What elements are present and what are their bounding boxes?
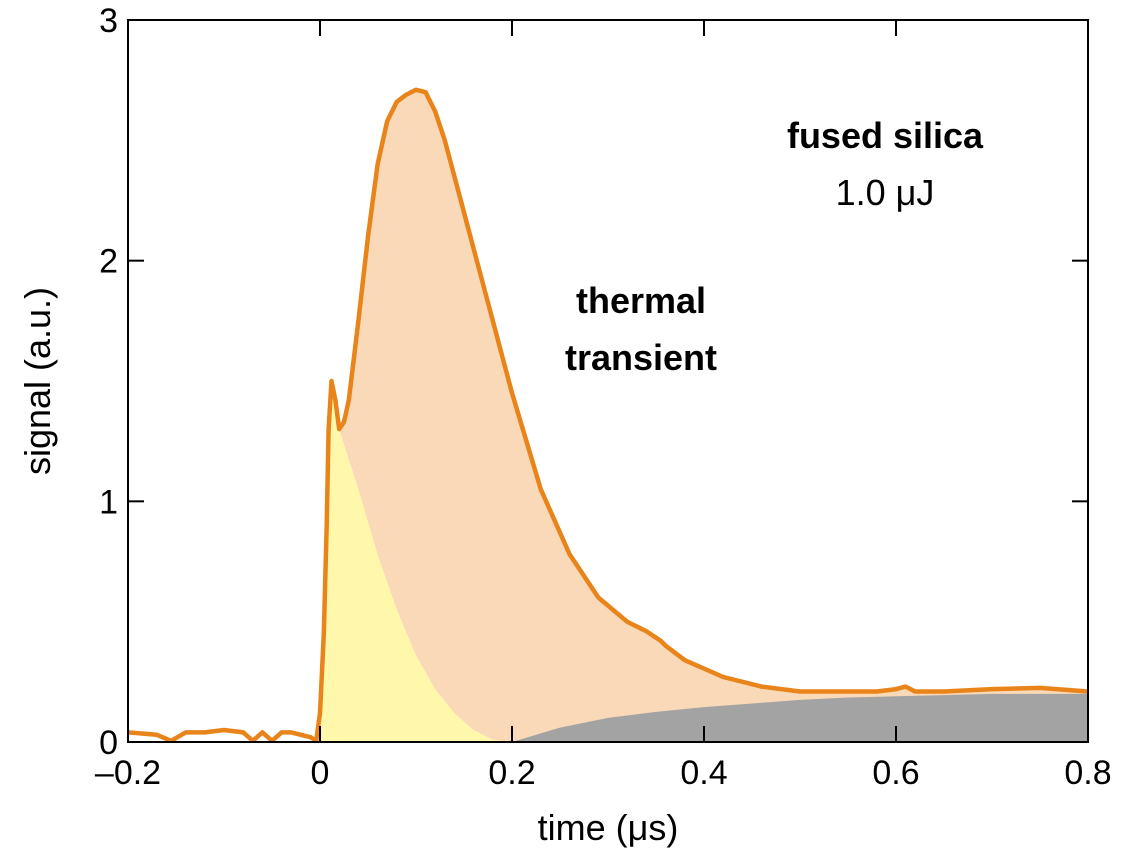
thermal-annotation-line1: thermal bbox=[576, 280, 706, 321]
y-tick-label: 0 bbox=[99, 724, 118, 762]
signal-line bbox=[128, 87, 1088, 742]
x-tick-label: 0.8 bbox=[1064, 754, 1111, 792]
thermal-transient-area bbox=[320, 89, 1088, 742]
axis-ticks bbox=[127, 19, 1089, 743]
x-tick-label: –0.2 bbox=[95, 754, 161, 792]
x-axis-title: time (μs) bbox=[538, 807, 679, 848]
x-tick-label: 0.6 bbox=[872, 754, 919, 792]
x-tick-label: 0.4 bbox=[680, 754, 727, 792]
energy-annotation: 1.0 μJ bbox=[836, 172, 935, 213]
y-tick-label: 1 bbox=[99, 483, 118, 521]
x-tick-label: 0.2 bbox=[488, 754, 535, 792]
thermal-annotation-line2: transient bbox=[565, 337, 717, 378]
plot-frame bbox=[127, 19, 1089, 743]
sample-annotation: fused silica bbox=[787, 115, 984, 156]
y-tick-label: 2 bbox=[99, 243, 118, 281]
baseline-area bbox=[512, 693, 1088, 742]
fast-component-area bbox=[320, 381, 512, 742]
y-axis-title: signal (a.u.) bbox=[17, 287, 58, 475]
x-tick-label: 0 bbox=[311, 754, 330, 792]
area-fills bbox=[320, 89, 1088, 742]
y-tick-label: 3 bbox=[99, 2, 118, 40]
